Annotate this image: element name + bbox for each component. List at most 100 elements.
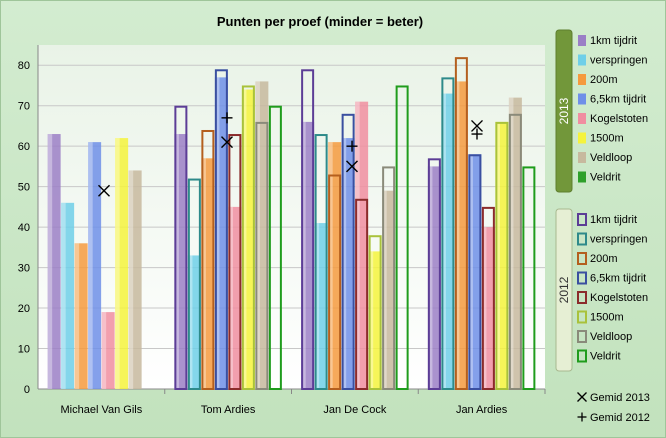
- bar-2012-6-5km-tijdrit-jan-de-cock: [341, 113, 355, 391]
- legend-label-2012-kogelstoten: Kogelstoten: [590, 292, 648, 304]
- bar-shine: [228, 206, 233, 389]
- bar-fill: [328, 142, 342, 389]
- bar-2012-kogelstoten-jan-de-cock: [355, 198, 369, 390]
- legend-label-2013-veldloop: Veldloop: [590, 152, 632, 164]
- bar-2013-kogelstoten-michael-van-gils: [101, 312, 115, 389]
- y-tick-label-50: 50: [18, 182, 30, 194]
- bar-2013-veldloop-tom-ardies: [255, 81, 269, 390]
- bar-fill: [454, 81, 468, 390]
- bar-shine: [508, 97, 514, 390]
- bar-2012-veldloop-jan-ardies: [508, 113, 522, 391]
- bar-shine: [115, 138, 120, 389]
- legend-label-2012-1500m: 1500m: [590, 312, 624, 324]
- bar-2013-kogelstoten-tom-ardies: [228, 206, 242, 389]
- marker-stroke: [346, 160, 358, 173]
- bar-shine: [454, 81, 460, 390]
- x-tick-label-michael-van-gils: Michael Van Gils: [61, 404, 143, 416]
- bar-2012-200m-tom-ardies: [201, 129, 215, 391]
- bar-2012-kogelstoten-jan-ardies: [481, 206, 495, 390]
- marker-gemid-2013-jan-de-cock: [346, 160, 358, 173]
- marker-gemid-2012-tom-ardies: [221, 112, 233, 124]
- bar-shine: [74, 243, 80, 389]
- bar-shine: [468, 154, 473, 389]
- bar-2013-200m-tom-ardies: [201, 158, 215, 389]
- legend-swatch-2013-200m: [578, 74, 586, 85]
- bar-fill: [61, 202, 75, 389]
- bar-2012-1500m-jan-ardies: [495, 121, 509, 391]
- bar-shine: [174, 134, 179, 389]
- marker-stroke: [221, 136, 233, 149]
- legend-label-2012-veldloop: Veldloop: [590, 331, 632, 343]
- bar-shine: [495, 121, 500, 390]
- bar-2012-1km-tijdrit-tom-ardies: [174, 105, 188, 391]
- bar-shine: [61, 202, 66, 389]
- bar-fill: [368, 251, 382, 389]
- bar-fill: [214, 77, 228, 390]
- bar-2012-kogelstoten-tom-ardies: [228, 134, 242, 390]
- marker-stroke: [471, 119, 483, 132]
- marker-gemid-2013-tom-ardies: [221, 136, 233, 149]
- legend-swatch-2013-veldloop: [578, 152, 586, 163]
- bar-fill: [481, 227, 495, 389]
- bar-2013-verspringen-jan-de-cock: [314, 223, 328, 389]
- bar-2013-1500m-michael-van-gils: [115, 138, 129, 389]
- bar-2013-veldloop-jan-de-cock: [382, 190, 396, 389]
- bar-shine: [427, 166, 433, 389]
- bar-shine: [241, 89, 247, 390]
- bar-shine: [481, 227, 487, 389]
- legend-label-2012-verspringen: verspringen: [590, 234, 647, 246]
- legend-label-2012-200m: 200m: [590, 253, 618, 265]
- bar-2013-kogelstoten-jan-ardies: [481, 227, 495, 389]
- legend-year-band-2013: [555, 29, 573, 193]
- y-tick-label-0: 0: [24, 384, 30, 396]
- legend-label-2013-6-5km-tijdrit: 6,5km tijdrit: [590, 94, 646, 106]
- marker-stroke: [98, 184, 110, 197]
- bar-2012-6-5km-tijdrit-jan-ardies: [468, 154, 482, 390]
- bar-2013-veldloop-jan-ardies: [508, 97, 522, 390]
- chart-title: Punten per proef (minder = beter): [217, 14, 423, 29]
- bar-2012-6-5km-tijdrit-tom-ardies: [214, 69, 228, 391]
- bar-2013-6-5km-tijdrit-michael-van-gils: [88, 142, 102, 389]
- bar-fill: [128, 170, 142, 389]
- legend-label-2012-veldrit: Veldrit: [590, 351, 621, 363]
- bar-2012-verspringen-jan-de-cock: [314, 134, 328, 390]
- bar-2013-1500m-jan-ardies: [495, 121, 509, 390]
- legend-label-2013-verspringen: verspringen: [590, 55, 647, 67]
- bar-2012-verspringen-tom-ardies: [187, 178, 201, 390]
- bar-2012-verspringen-jan-ardies: [441, 77, 455, 391]
- y-tick-label-70: 70: [18, 101, 30, 113]
- legend-swatch-2013-veldrit: [578, 171, 586, 183]
- bar-2012-veldrit-jan-de-cock: [395, 85, 409, 391]
- marker-gemid-2012-jan-ardies: [471, 128, 483, 140]
- legend-year-label-2012: 2012: [557, 276, 571, 303]
- bar-shine: [382, 190, 387, 389]
- bar-fill: [314, 223, 328, 389]
- bar-fill: [441, 93, 455, 390]
- legend-swatch-2012-6-5km-tijdrit: [577, 271, 587, 285]
- legend-label-gemid-2013: Gemid 2013: [590, 392, 650, 404]
- x-tick-label-jan-ardies: Jan Ardies: [456, 404, 508, 416]
- legend-swatch-2013-verspringen: [578, 54, 586, 66]
- bar-2012-veldrit-jan-ardies: [522, 166, 536, 390]
- bar-2012-veldloop-jan-de-cock: [382, 166, 396, 390]
- y-tick-label-80: 80: [18, 60, 30, 72]
- legend-label-2013-200m: 200m: [590, 74, 618, 86]
- bar-fill: [508, 97, 522, 390]
- legend-label-2012-6-5km-tijdrit: 6,5km tijdrit: [590, 273, 646, 285]
- bar-fill: [115, 138, 129, 389]
- bar-fill: [187, 255, 201, 389]
- bar-fill: [74, 243, 88, 389]
- bar-2012-1km-tijdrit-jan-ardies: [427, 158, 441, 390]
- bar-fill: [241, 89, 255, 390]
- bar-2012-1500m-jan-de-cock: [368, 235, 382, 390]
- bar-fill: [341, 138, 355, 389]
- legend-label-2013-1km-tijdrit: 1km tijdrit: [590, 35, 637, 47]
- bar-fill: [88, 142, 102, 389]
- bar-shine: [355, 101, 360, 390]
- bar-2013-verspringen-tom-ardies: [187, 255, 201, 389]
- bar-fill: [301, 121, 315, 390]
- legend-label-2013-1500m: 1500m: [590, 133, 624, 145]
- bar-2013-200m-michael-van-gils: [74, 243, 88, 389]
- bar-2013-1km-tijdrit-jan-ardies: [427, 166, 441, 389]
